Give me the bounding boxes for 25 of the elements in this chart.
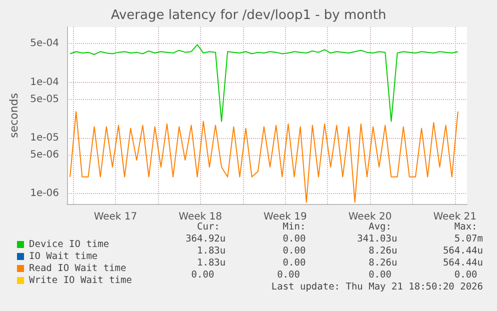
x-tick-label: Week 18 xyxy=(178,212,222,222)
legend-label: IO Wait time xyxy=(29,251,98,262)
legend-label: Write IO Wait time xyxy=(29,275,132,286)
line-series xyxy=(70,44,458,122)
legend-label: Device IO time xyxy=(29,239,110,250)
chart-title: Average latency for /dev/loop1 - by month xyxy=(110,8,386,23)
legend-label: Read IO Wait time xyxy=(29,263,127,274)
y-tick-label: 5e-05 xyxy=(30,94,59,105)
x-tick-label: Week 20 xyxy=(348,212,392,222)
y-tick-label: 1e-06 xyxy=(30,188,59,200)
text: 0.00 0.00 0.00 0.00 xyxy=(191,270,483,280)
x-tick-label: Week 17 xyxy=(94,212,138,222)
y-tick-label: 1e-04 xyxy=(30,77,59,88)
text: 1.83u 0.00 8.26u 564.44u xyxy=(197,246,483,256)
text: Last update: Thu May 21 18:50:20 2026 xyxy=(271,282,484,292)
x-tick-label: Week 21 xyxy=(433,212,477,222)
y-axis-title: seconds xyxy=(7,92,20,138)
text: 1.83u 0.00 8.26u 564.44u xyxy=(197,258,483,268)
y-tick-label: 5e-04 xyxy=(30,38,59,50)
text: 364.92u 0.00 341.03u 5.07m xyxy=(186,234,484,244)
x-tick-label: Week 19 xyxy=(264,212,307,222)
y-tick-label: 5e-06 xyxy=(30,149,59,160)
line-series xyxy=(70,111,458,203)
text: Cur: Min: Avg: Max: xyxy=(197,222,483,232)
y-tick-label: 1e-05 xyxy=(30,132,59,144)
